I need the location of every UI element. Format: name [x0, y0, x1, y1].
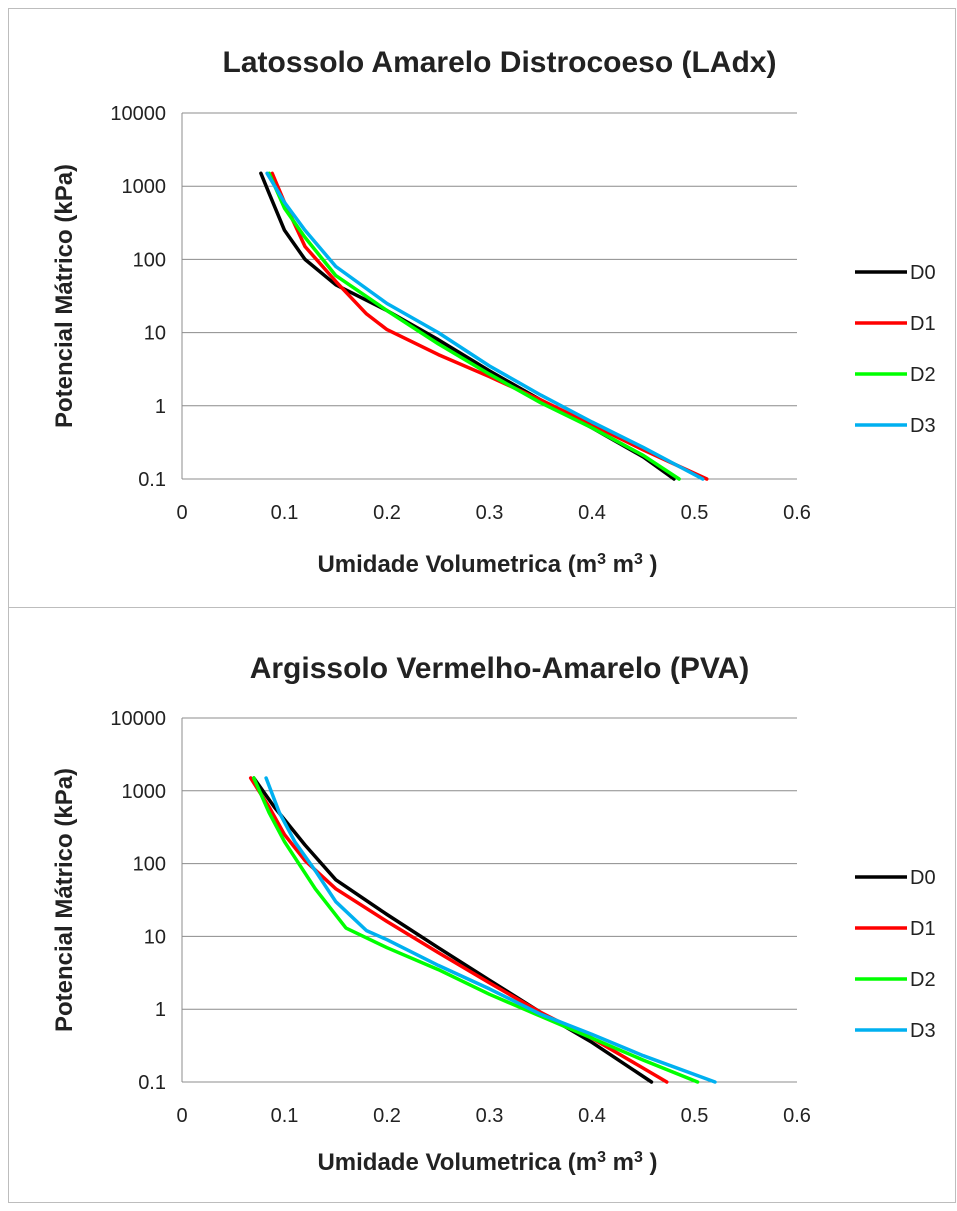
series-line-d1 [270, 171, 709, 481]
series-line-d3 [265, 171, 705, 481]
y-tick-label: 1000 [122, 176, 167, 198]
y-tick-label: 0.1 [138, 1072, 166, 1094]
legend-label-d0: D0 [910, 262, 936, 284]
x-tick-label: 0.3 [476, 502, 504, 524]
x-tick-label: 0.2 [373, 502, 401, 524]
x-axis-label: Umidade Volumetrica (m3 m3 ) [317, 551, 657, 579]
y-axis-label: Potencial Mátrico (kPa) [51, 768, 78, 1032]
y-tick-label: 0.1 [138, 469, 166, 491]
chart-title: Argissolo Vermelho-Amarelo (PVA) [250, 652, 750, 685]
y-axis-label: Potencial Mátrico (kPa) [51, 164, 78, 428]
chart-panel-top [8, 8, 956, 608]
chart-1: Latossolo Amarelo Distrocoeso (LAdx)1000… [51, 46, 936, 578]
x-axis-label-part: ) [643, 551, 658, 578]
x-tick-label: 0.5 [681, 1105, 709, 1127]
y-tick-label: 10000 [110, 708, 166, 730]
series-line-d2 [252, 776, 700, 1084]
chart-title: Latossolo Amarelo Distrocoeso (LAdx) [223, 46, 777, 79]
x-tick-label: 0.3 [476, 1105, 504, 1127]
x-axis-label-part: m [606, 1149, 634, 1176]
x-tick-label: 0 [176, 502, 187, 524]
y-tick-label: 10 [144, 323, 166, 345]
legend-label-d1: D1 [910, 918, 936, 940]
legend-label-d2: D2 [910, 969, 936, 991]
series-line-d2 [267, 171, 681, 481]
series-line-d1 [248, 776, 669, 1084]
x-tick-label: 0.5 [681, 502, 709, 524]
y-tick-label: 10000 [110, 103, 166, 125]
x-axis-label: Umidade Volumetrica (m3 m3 ) [317, 1149, 657, 1177]
legend-label-d3: D3 [910, 1020, 936, 1042]
legend-label-d2: D2 [910, 364, 936, 386]
y-tick-label: 1 [155, 999, 166, 1021]
series-line-d3 [264, 776, 717, 1084]
x-tick-label: 0.1 [271, 1105, 299, 1127]
legend-label-d3: D3 [910, 415, 936, 437]
x-axis-label-part: Umidade Volumetrica (m [317, 551, 597, 578]
x-axis-label-part: 3 [597, 1149, 606, 1166]
x-tick-label: 0.4 [578, 1105, 606, 1127]
y-tick-label: 100 [133, 249, 166, 271]
x-axis-label-part: Umidade Volumetrica (m [317, 1149, 597, 1176]
x-tick-label: 0.6 [783, 1105, 811, 1127]
x-axis-label-part: ) [643, 1149, 658, 1176]
x-tick-label: 0.1 [271, 502, 299, 524]
x-axis-label-part: 3 [634, 1149, 643, 1166]
x-tick-label: 0.4 [578, 502, 606, 524]
x-axis-label-part: 3 [634, 551, 643, 568]
x-tick-label: 0.6 [783, 502, 811, 524]
y-tick-label: 1 [155, 396, 166, 418]
x-axis-label-part: m [606, 551, 634, 578]
x-tick-label: 0 [176, 1105, 187, 1127]
chart-2: Argissolo Vermelho-Amarelo (PVA)10000100… [51, 652, 936, 1176]
y-tick-label: 100 [133, 854, 166, 876]
x-axis-label-part: 3 [597, 551, 606, 568]
x-tick-label: 0.2 [373, 1105, 401, 1127]
legend-label-d0: D0 [910, 867, 936, 889]
y-tick-label: 10 [144, 926, 166, 948]
legend-label-d1: D1 [910, 313, 936, 335]
y-tick-label: 1000 [122, 781, 167, 803]
chart-panel-bottom [8, 608, 956, 1203]
